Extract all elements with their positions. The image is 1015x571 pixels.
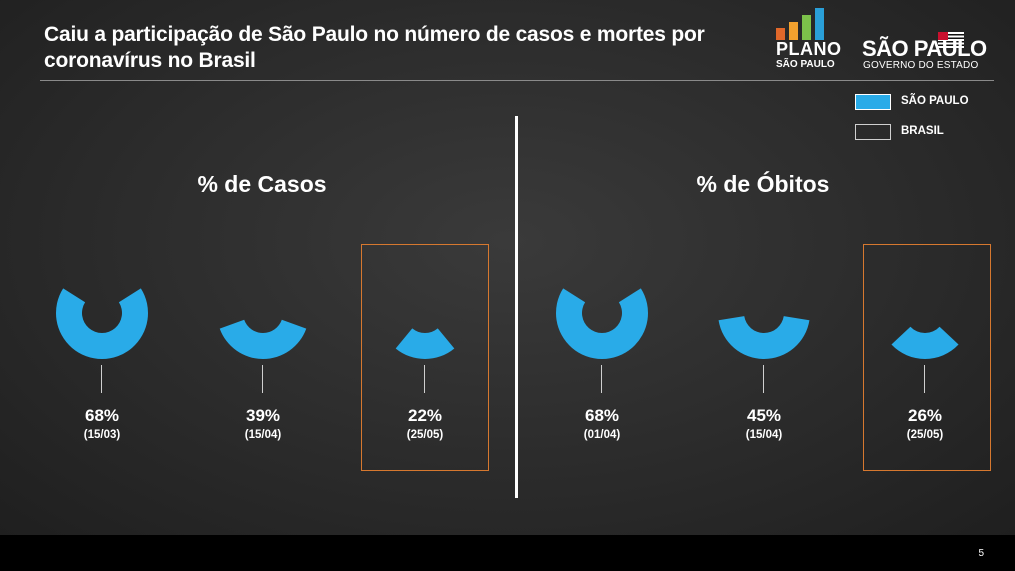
- legend-item-sao-paulo: SÃO PAULO: [855, 93, 995, 123]
- obitos-date-0: (01/04): [583, 429, 621, 441]
- obitos-value-0: 68%: [584, 406, 620, 425]
- gauge-tick: [601, 365, 602, 393]
- obitos-value-1: 45%: [746, 406, 782, 425]
- sp-flag-icon: [938, 32, 964, 48]
- obitos-gauge-0: 68% (01/04): [547, 283, 657, 483]
- page-number: 5: [978, 548, 984, 559]
- legend: SÃO PAULO BRASIL: [855, 93, 995, 153]
- gauge-tick: [262, 365, 263, 393]
- casos-gauge-1: 39% (15/04): [208, 283, 318, 483]
- casos-value-2: 22%: [407, 406, 443, 425]
- sao-paulo-share-slice: [718, 316, 810, 359]
- legend-label-sao-paulo: SÃO PAULO: [901, 95, 969, 107]
- sp-logo-text: SÃO PAULO: [862, 36, 987, 61]
- footer-bar: 5: [0, 535, 1015, 571]
- governo-sp-logo: SÃO PAULO GOVERNO DO ESTADO: [862, 32, 987, 72]
- obitos-highlight-box: [863, 244, 991, 471]
- casos-date-2: (25/05): [406, 429, 444, 441]
- plano-bar: [815, 8, 824, 40]
- sao-paulo-share-slice: [556, 288, 648, 359]
- plano-sao-paulo-logo: PLANO SÃO PAULO: [776, 6, 846, 72]
- legend-label-brasil: BRASIL: [901, 125, 944, 137]
- legend-item-brasil: BRASIL: [855, 123, 995, 153]
- obitos-gauge-2: 26% (25/05): [870, 283, 980, 483]
- sao-paulo-share-slice: [395, 328, 455, 359]
- casos-date-1: (15/04): [244, 429, 282, 441]
- plano-bar: [776, 28, 785, 40]
- section-divider: [515, 116, 518, 498]
- casos-value-0: 68%: [84, 406, 120, 425]
- gauge-tick: [763, 365, 764, 393]
- casos-value-1: 39%: [245, 406, 281, 425]
- plano-logo-subtext: SÃO PAULO: [776, 59, 835, 70]
- plano-bar: [789, 22, 798, 40]
- obitos-gauge-2-chart: [891, 326, 959, 359]
- obitos-date-2: (25/05): [906, 429, 944, 441]
- sao-paulo-share-slice: [891, 326, 959, 359]
- obitos-section-title: % de Óbitos: [696, 171, 830, 197]
- obitos-date-1: (15/04): [745, 429, 783, 441]
- obitos-gauge-1: 45% (15/04): [709, 283, 819, 483]
- sao-paulo-share-slice: [56, 288, 149, 359]
- obitos-gauge-0-chart: [556, 288, 648, 359]
- casos-gauge-2-chart: [395, 328, 455, 359]
- legend-swatch-sao-paulo: [855, 94, 891, 110]
- legend-swatch-brasil: [855, 124, 891, 140]
- gauge-tick: [101, 365, 102, 393]
- casos-highlight-box: [361, 244, 489, 471]
- gauge-tick: [424, 365, 425, 393]
- slide: Caiu a participação de São Paulo no núme…: [0, 0, 1015, 535]
- plano-bars-icon: [776, 6, 840, 40]
- obitos-gauge-1-chart: [718, 316, 810, 359]
- sao-paulo-share-slice: [219, 319, 307, 359]
- obitos-value-2: 26%: [907, 406, 943, 425]
- sp-logo-subtext: GOVERNO DO ESTADO: [863, 60, 979, 71]
- plano-logo-text: PLANO: [776, 39, 842, 59]
- casos-gauge-2: 22% (25/05): [370, 283, 480, 483]
- casos-section-title: % de Casos: [197, 171, 327, 197]
- casos-gauge-1-chart: [219, 319, 307, 359]
- plano-bar: [802, 15, 811, 40]
- casos-gauge-0: 68% (15/03): [47, 283, 157, 483]
- gauge-tick: [924, 365, 925, 393]
- title-rule: [40, 80, 994, 81]
- casos-date-0: (15/03): [83, 429, 121, 441]
- casos-gauge-0-chart: [56, 288, 149, 359]
- slide-title: Caiu a participação de São Paulo no núme…: [44, 23, 705, 72]
